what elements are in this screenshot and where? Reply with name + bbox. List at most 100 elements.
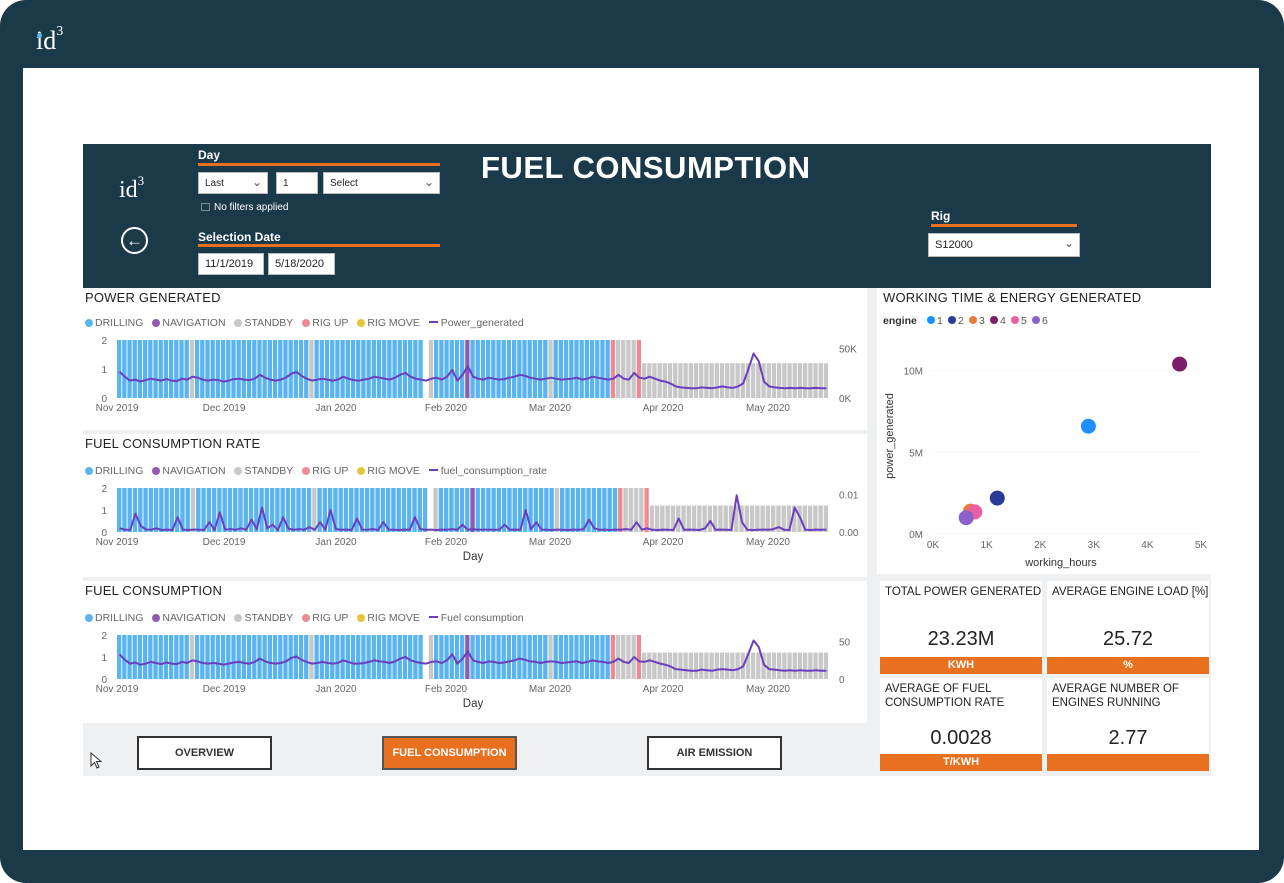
legend-line-series[interactable]: Fuel consumption [428,612,524,624]
activity-bar [189,340,195,398]
day-count-input[interactable]: 1 [276,172,318,194]
legend-marker[interactable] [1011,316,1019,324]
legend-line-series[interactable]: Power_generated [428,317,524,329]
legend-engine-label[interactable]: 6 [1042,315,1048,327]
working-time-energy-chart[interactable]: engine 1 2 3 4 5 6 10M 5M 0M 0K 1K 2K 3K 4K 5K working_h… [877,310,1211,572]
activity-bar [137,340,143,398]
x-tick-label: 2K [1034,540,1047,551]
activity-bar [714,652,719,679]
report-logo: id3 [119,173,145,203]
legend-engine-label[interactable]: 1 [937,315,943,327]
activity-bar [693,652,699,679]
activity-bar [454,635,460,679]
activity-bar [254,488,259,532]
legend-rig-up[interactable]: RIG UP [302,465,348,477]
left-tick-label: 0 [101,528,107,539]
scatter-point-engine-6[interactable] [958,510,974,526]
activity-bar [345,635,350,679]
scatter-point-engine-4[interactable] [1172,356,1188,372]
activity-bar [314,340,319,398]
day-unit-select[interactable]: Select ⌄ [323,172,440,194]
legend-engine-label[interactable]: 3 [979,315,985,327]
activity-bar [485,340,491,398]
legend-marker[interactable] [1032,316,1040,324]
legend-marker[interactable] [990,316,998,324]
activity-bar [728,505,734,532]
activity-bar [275,488,280,532]
fuel-consumption-rate-chart[interactable]: 2 1 0 0.01 0.00 Nov 2019 Dec 2019 Jan 2020 Feb 2… [83,484,867,577]
legend-engine-label[interactable]: 5 [1021,315,1027,327]
overview-button[interactable]: OVERVIEW [137,736,272,770]
activity-bar [654,505,660,532]
activity-bar [438,488,444,532]
activity-bar [522,340,527,398]
scatter-point-engine-2[interactable] [989,490,1005,506]
legend-standby[interactable]: STANDBY [234,465,293,477]
fuel-consumption-button[interactable]: FUEL CONSUMPTION [382,736,517,770]
legend-navigation[interactable]: NAVIGATION [152,465,226,477]
legend-drilling[interactable]: DRILLING [85,465,143,477]
activity-bar [200,340,205,398]
power-generated-chart[interactable]: 2 1 0 50K 0K Nov 2019 Dec 2019 Jan 2020 Feb 2020… [83,336,867,430]
activity-bar [678,363,683,398]
activity-bar [418,340,423,398]
legend-engine-label[interactable]: 4 [1000,315,1006,327]
legend-engine-label[interactable]: 2 [958,315,964,327]
activity-bar [787,363,792,398]
activity-bar [335,340,340,398]
activity-bar [528,488,533,532]
legend-marker[interactable] [927,316,935,324]
end-date-input[interactable]: 5/18/2020 [268,253,335,275]
start-date-input[interactable]: 11/1/2019 [198,253,264,275]
activity-bar [345,340,350,398]
kpi-value: 23.23M [927,628,995,650]
activity-bar [153,635,158,679]
activity-bar [558,635,564,679]
back-arrow-icon[interactable]: ← [121,227,148,254]
legend-drilling[interactable]: DRILLING [85,612,143,624]
day-mode-select[interactable]: Last ⌄ [198,172,268,194]
legend-navigation[interactable]: NAVIGATION [152,612,226,624]
activity-bar [370,488,375,532]
activity-bar [792,363,797,398]
activity-bar [333,488,338,532]
activity-bar [148,635,153,679]
activity-bar [449,488,454,532]
activity-bar [322,488,328,532]
scatter-point-engine-1[interactable] [1080,418,1096,434]
activity-bar [319,635,324,679]
legend-navigation[interactable]: NAVIGATION [152,317,226,329]
activity-bar [338,488,343,532]
legend-rig-move[interactable]: RIG MOVE [357,612,420,624]
activity-bar [755,505,760,532]
activity-bar [408,635,413,679]
activity-bar [512,488,517,532]
activity-bar [200,635,205,679]
legend-rig-move[interactable]: RIG MOVE [357,317,420,329]
legend-rig-up[interactable]: RIG UP [302,612,348,624]
legend-marker[interactable] [969,316,977,324]
legend-rig-up[interactable]: RIG UP [302,317,348,329]
legend-line-series[interactable]: fuel_consumption_rate [428,465,547,477]
activity-bar [532,635,538,679]
air-emission-button[interactable]: AIR EMISSION [647,736,782,770]
activity-bar [560,488,565,532]
legend-marker[interactable] [948,316,956,324]
activity-bar [704,652,709,679]
activity-bar [210,635,215,679]
activity-bar [205,340,210,398]
legend-rig-move[interactable]: RIG MOVE [357,465,420,477]
activity-bar [470,340,475,398]
activity-bar [382,340,387,398]
legend-standby[interactable]: STANDBY [234,612,293,624]
activity-bar [190,488,196,532]
rig-select[interactable]: S12000 ⌄ [928,233,1080,257]
activity-bar [543,340,548,398]
legend-standby[interactable]: STANDBY [234,317,293,329]
activity-bar [343,488,349,532]
activity-bar [444,635,449,679]
x-tick-label: 0K [927,540,940,551]
activity-bar [196,488,201,532]
legend-drilling[interactable]: DRILLING [85,317,143,329]
